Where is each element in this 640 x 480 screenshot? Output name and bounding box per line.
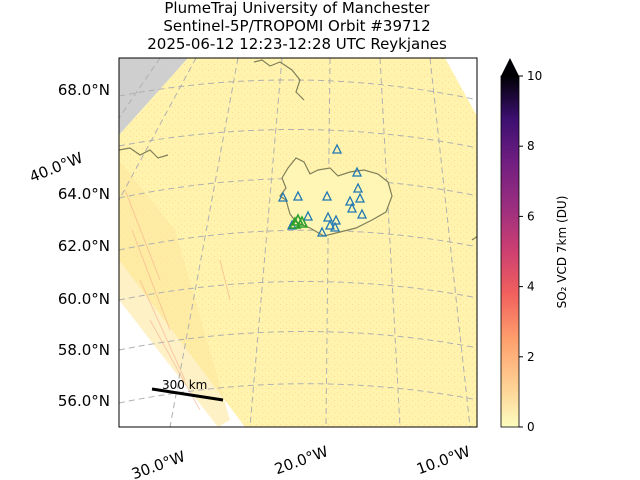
colorbar-tick-label: 6 [527,209,535,223]
active-volcano-marker [288,216,302,229]
coastline-greenland [119,59,305,159]
lat-label: 60.0°N [58,290,110,308]
volcano-marker [346,202,358,213]
active-volcano-markers [288,213,309,229]
volcano-marker [331,143,343,154]
title-line-3: 2025-06-12 12:23-12:28 UTC Reykjanes [147,35,447,53]
colorbar-extend-arrow [501,58,519,76]
colorbar-bar [500,75,520,428]
lat-label: 56.0°N [58,392,110,410]
colorbar-label: SO₂ VCD 7km (DU) [555,196,569,309]
colorbar-tick-label: 2 [527,350,535,364]
volcano-marker [329,221,341,232]
scale-bar: 300 km [151,378,224,402]
map-frame [118,57,478,428]
colorbar-tick-label: 8 [527,139,535,153]
volcano-marker [344,195,356,206]
volcano-markers [277,143,368,237]
colorbar-tick-label: 0 [527,420,535,434]
colorbar: 0 2 4 6 8 10 SO₂ VCD 7km (DU) [500,58,569,434]
map-area [119,58,477,427]
lat-label: 64.0°N [58,185,110,203]
volcano-marker [277,191,289,202]
title: PlumeTraj University of Manchester Senti… [147,0,447,53]
swath-edge-noise [119,160,230,427]
volcano-marker [292,190,304,201]
volcano-marker [354,192,366,203]
title-line-1: PlumeTraj University of Manchester [164,0,430,17]
volcano-marker [321,190,333,201]
satellite-swath [119,58,477,427]
active-volcano-marker [295,215,309,228]
scale-bar-label: 300 km [162,378,207,392]
lon-label: 30.0°W [129,447,188,480]
volcano-marker [356,208,368,219]
lon-label: 10.0°W [414,442,473,478]
title-line-2: Sentinel-5P/TROPOMI Orbit #39712 [163,17,430,35]
volcano-marker [316,226,328,237]
lat-label: 58.0°N [58,341,110,359]
colorbar-ticks: 0 2 4 6 8 10 [519,69,542,434]
volcano-marker [351,166,363,177]
scale-bar-line [151,387,224,402]
coastline-east [471,235,477,241]
lat-label: 62.0°N [58,237,110,255]
colorbar-tick-label: 4 [527,280,535,294]
latitude-labels: 68.0°N 64.0°N 62.0°N 60.0°N 58.0°N 56.0°… [58,81,110,410]
colorbar-tick-label: 10 [527,69,542,83]
volcano-marker [302,210,314,221]
volcano-marker [322,211,334,222]
volcano-marker [324,219,336,230]
lat-label: 68.0°N [58,81,110,99]
lon-label: 20.0°W [272,442,331,478]
lon-label-left: 40.0°W [27,149,86,187]
volcano-marker [352,182,364,193]
